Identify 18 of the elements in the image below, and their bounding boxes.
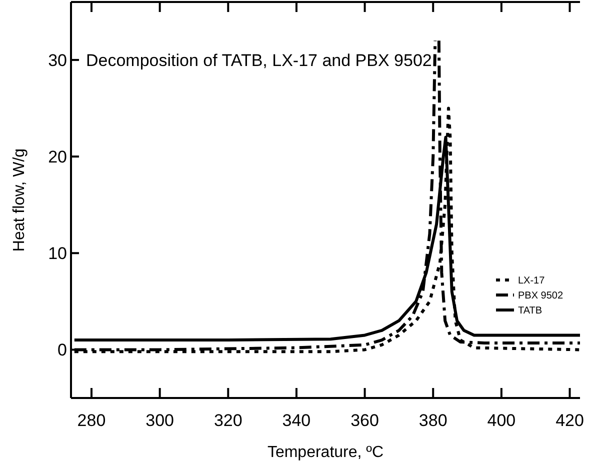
- y-axis-title: Heat flow, W/g: [11, 148, 28, 252]
- legend-label: PBX 9502: [518, 290, 564, 302]
- legend-label: TATB: [518, 306, 542, 316]
- x-tick-label: 340: [282, 411, 311, 430]
- legend-label: LX-17: [518, 276, 546, 286]
- x-tick-label: 320: [214, 411, 242, 430]
- x-tick-label: 300: [146, 411, 174, 430]
- x-tick-label: 360: [350, 411, 379, 430]
- y-tick-label: 20: [48, 147, 67, 166]
- text: Decomposition of TATB, LX-17 and PBX 9502: [86, 50, 432, 70]
- x-tick-label: 380: [418, 411, 448, 430]
- x-tick-label: 400: [487, 411, 516, 430]
- y-tick-label: 10: [48, 244, 67, 264]
- x-tick-label: 420: [556, 411, 584, 430]
- y-tick-label: 0: [58, 340, 67, 360]
- x-axis-title: Temperature, ºC: [267, 444, 384, 461]
- x-tick-label: 280: [77, 411, 106, 430]
- y-tick-label: 30: [48, 50, 67, 70]
